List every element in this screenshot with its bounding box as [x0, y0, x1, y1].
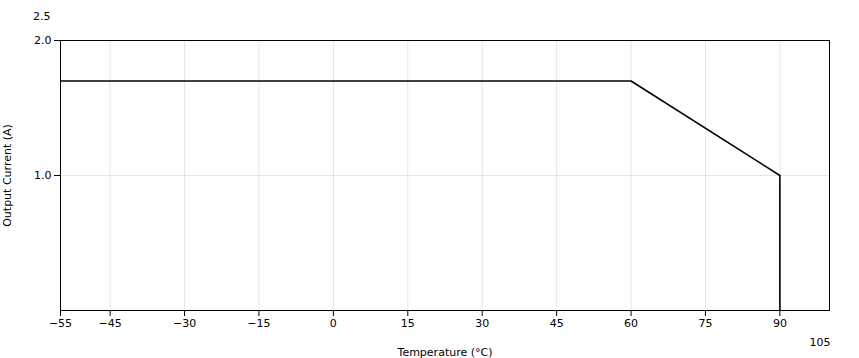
svg-text:−15: −15	[247, 317, 270, 330]
svg-text:105: 105	[809, 336, 830, 349]
svg-text:1.0: 1.0	[34, 169, 52, 182]
svg-text:60: 60	[624, 317, 638, 330]
svg-text:90: 90	[773, 317, 787, 330]
svg-text:Temperature (°C): Temperature (°C)	[397, 346, 493, 358]
svg-text:−30: −30	[173, 317, 196, 330]
svg-text:0: 0	[330, 317, 337, 330]
svg-text:45: 45	[550, 317, 564, 330]
svg-text:2.0: 2.0	[34, 34, 52, 47]
svg-text:15: 15	[401, 317, 415, 330]
svg-text:Output Current (A): Output Current (A)	[1, 124, 14, 227]
svg-text:30: 30	[475, 317, 489, 330]
svg-text:−55: −55	[49, 317, 72, 330]
svg-text:75: 75	[698, 317, 712, 330]
svg-text:2.5: 2.5	[33, 10, 51, 23]
svg-text:−45: −45	[99, 317, 122, 330]
